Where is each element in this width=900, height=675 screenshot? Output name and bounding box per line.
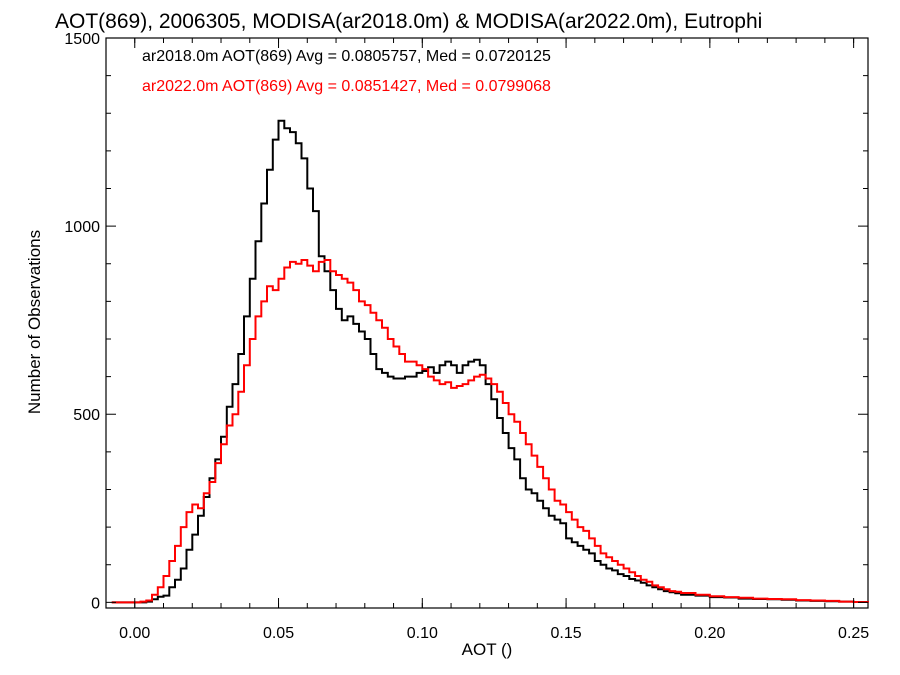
x-tick-label: 0.05 <box>263 625 294 642</box>
x-axis-label: AOT () <box>462 640 513 659</box>
y-tick-label: 1000 <box>64 219 100 236</box>
y-tick-label: 1500 <box>64 31 100 48</box>
series-line-ar2018.0m <box>111 119 869 604</box>
y-tick-label: 0 <box>91 595 100 612</box>
plot-frame <box>105 37 869 609</box>
legend-entry-ar2022: ar2022.0m AOT(869) Avg = 0.0851427, Med … <box>142 78 551 95</box>
series-line-ar2022.0m <box>111 259 869 604</box>
x-tick-label: 0.20 <box>694 625 725 642</box>
plot-area: 0.00 0.05 0.10 0.15 0.20 0.25 0 500 1000 1500 <box>64 31 869 642</box>
series-layer <box>111 119 869 604</box>
legend-entry-ar2018: ar2018.0m AOT(869) Avg = 0.0805757, Med … <box>142 48 551 65</box>
y-tick-label: 500 <box>73 407 100 424</box>
x-axis-ticks: 0.00 0.05 0.10 0.15 0.20 0.25 <box>119 38 869 642</box>
chart-title: AOT(869), 2006305, MODISA(ar2018.0m) & M… <box>55 10 762 33</box>
x-tick-label: 0.00 <box>119 625 150 642</box>
y-axis-label: Number of Observations <box>25 230 44 414</box>
y-axis-ticks: 0 500 1000 1500 <box>64 31 868 612</box>
x-tick-label: 0.10 <box>407 625 438 642</box>
x-tick-label: 0.15 <box>551 625 582 642</box>
x-tick-label: 0.25 <box>838 625 869 642</box>
